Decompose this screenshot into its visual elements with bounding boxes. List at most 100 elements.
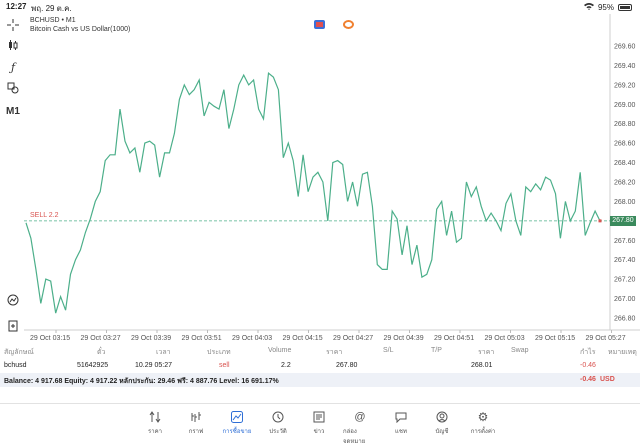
balance-currency: USD xyxy=(600,376,615,383)
candlestick-icon[interactable] xyxy=(4,36,22,54)
settings-icon: ⚙ xyxy=(477,410,489,424)
timeframe-button[interactable]: M1 xyxy=(6,105,20,117)
y-tick-label: 267.40 xyxy=(614,257,636,264)
indicators-icon[interactable]: ƒ xyxy=(10,60,16,74)
new-order-icon[interactable] xyxy=(4,317,22,335)
chart-flags xyxy=(314,20,354,29)
tab-mailbox[interactable]: @ กล่องจดหมาย xyxy=(343,410,377,446)
objects-icon[interactable] xyxy=(4,79,22,97)
row-time: 10.29 05:27 xyxy=(135,362,172,369)
y-tick-label: 268.20 xyxy=(614,180,636,187)
col-sl: S/L xyxy=(383,347,394,354)
chart-canvas[interactable]: 269.60 269.40 269.20 269.00 268.80 268.60 268.… xyxy=(24,14,640,344)
trade-chart-icon[interactable] xyxy=(4,291,22,309)
x-tick-label: 29 Oct 04:51 xyxy=(434,335,474,342)
col-profit: กำไร xyxy=(580,349,596,356)
tab-settings[interactable]: ⚙ การตั้งค่า xyxy=(466,410,500,436)
price-series-line xyxy=(25,72,601,314)
table-row[interactable]: bchusd 51642925 10.29 05:27 sell 2.2 267… xyxy=(0,359,640,372)
quotes-icon xyxy=(148,410,162,424)
price-chart[interactable]: 269.60 269.40 269.20 269.00 268.80 268.60 268.… xyxy=(24,14,640,344)
x-tick-label: 29 Oct 03:39 xyxy=(131,335,171,342)
flag-icon xyxy=(343,20,354,29)
sell-position-label: SELL 2.2 xyxy=(30,211,59,219)
y-tick-label: 268.40 xyxy=(614,160,636,167)
account-icon xyxy=(435,410,449,424)
x-tick-label: 29 Oct 05:15 xyxy=(535,335,575,342)
col-price: ราคา xyxy=(326,349,343,356)
battery-icon xyxy=(618,3,632,11)
trade-icon xyxy=(230,410,244,424)
x-tick-label: 29 Oct 04:39 xyxy=(384,335,424,342)
x-tick-label: 29 Oct 04:27 xyxy=(333,335,373,342)
tab-label: แชท xyxy=(395,429,407,435)
col-comment: หมายเหตุ xyxy=(608,349,637,356)
tab-trade[interactable]: การซื้อขาย xyxy=(220,410,254,436)
tab-label: ข่าว xyxy=(313,429,325,435)
chart-description: Bitcoin Cash vs US Dollar(1000) xyxy=(30,26,131,33)
tab-label: ประวัติ xyxy=(269,429,287,435)
y-tick-label: 266.80 xyxy=(614,316,636,323)
tab-quotes[interactable]: ราคา xyxy=(138,410,172,436)
current-price-tag: 267.80 xyxy=(610,215,636,226)
balance-bar: Balance: 4 917.68 Equity: 4 917.22 หลักป… xyxy=(0,373,640,387)
row-price: 267.80 xyxy=(336,362,358,369)
status-time: 12:27 xyxy=(6,2,27,11)
tab-label: กล่องจดหมาย xyxy=(343,429,366,445)
col-time: เวลา xyxy=(156,349,171,356)
y-tick-label: 268.60 xyxy=(614,141,636,148)
status-bar: 12:27 พฤ. 29 ต.ค. 95% xyxy=(0,0,640,14)
y-tick-label: 269.20 xyxy=(614,82,636,89)
chart-icon xyxy=(189,410,203,424)
last-price-marker xyxy=(598,219,602,223)
x-tick-label: 29 Oct 04:15 xyxy=(283,335,323,342)
x-tick-label: 29 Oct 04:03 xyxy=(232,335,272,342)
tab-chat[interactable]: แชท xyxy=(384,410,418,436)
tab-label: กราฟ xyxy=(188,429,204,435)
tab-chart[interactable]: กราฟ xyxy=(179,410,213,436)
tab-label: ราคา xyxy=(148,429,162,435)
y-tick-label: 268.00 xyxy=(614,199,636,206)
flag-icon xyxy=(314,20,325,29)
chart-toolbar: ƒ M1 xyxy=(0,14,24,344)
chart-symbol-info: BCHUSD • M1 Bitcoin Cash vs US Dollar(10… xyxy=(30,16,130,34)
crosshair-icon[interactable] xyxy=(4,16,22,34)
row-type: sell xyxy=(219,362,230,369)
tab-label: การตั้งค่า xyxy=(470,429,496,435)
row-current-price: 268.01 xyxy=(471,362,493,369)
bottom-tab-bar: ราคา กราฟ การซื้อขาย ประวัติ ข่าว @ กล่อ… xyxy=(0,403,640,447)
row-profit: -0.46 xyxy=(580,362,596,369)
row-symbol: bchusd xyxy=(4,362,27,369)
battery-percent: 95% xyxy=(597,2,614,12)
status-right: 95% xyxy=(583,2,632,12)
y-tick-label: 269.00 xyxy=(614,102,636,109)
col-swap: Swap xyxy=(511,347,529,354)
x-tick-label: 29 Oct 03:15 xyxy=(30,335,70,342)
trade-table-header: สัญลักษณ์ ตั๋ว เวลา ประเภท Volume ราคา S… xyxy=(0,344,640,358)
row-ticket: 51642925 xyxy=(77,362,109,369)
chat-icon xyxy=(394,410,408,424)
tab-account[interactable]: บัญชี xyxy=(425,410,459,436)
tab-news[interactable]: ข่าว xyxy=(302,410,336,436)
x-tick-label: 29 Oct 05:27 xyxy=(586,335,626,342)
tab-label: บัญชี xyxy=(435,429,449,435)
col-ticket: ตั๋ว xyxy=(97,349,106,356)
row-volume: 2.2 xyxy=(281,362,291,369)
history-icon xyxy=(271,410,285,424)
y-tick-label: 268.80 xyxy=(614,121,636,128)
col-volume: Volume xyxy=(268,347,292,354)
y-tick-label: 269.60 xyxy=(614,44,636,51)
tab-label: การซื้อขาย xyxy=(222,429,252,435)
x-tick-label: 29 Oct 03:27 xyxy=(81,335,121,342)
y-tick-label: 269.40 xyxy=(614,63,636,70)
col-symbol: สัญลักษณ์ xyxy=(4,349,34,356)
tab-history[interactable]: ประวัติ xyxy=(261,410,295,436)
col-current-price: ราคา xyxy=(478,349,495,356)
chart-symbol: BCHUSD • M1 xyxy=(30,17,76,24)
status-date: พฤ. 29 ต.ค. xyxy=(31,4,72,13)
balance-profit: -0.46 xyxy=(580,376,596,383)
col-tp: T/P xyxy=(431,347,442,354)
balance-summary: Balance: 4 917.68 Equity: 4 917.22 หลักป… xyxy=(4,378,279,385)
y-tick-label: 267.00 xyxy=(614,296,636,303)
